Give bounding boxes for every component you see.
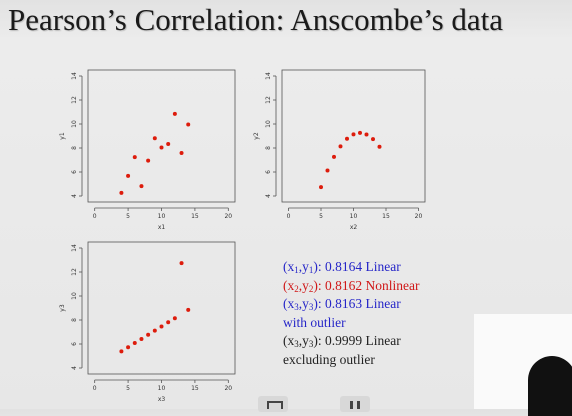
y-tick-label: 6 xyxy=(71,342,78,346)
y-tick-label: 8 xyxy=(71,318,78,322)
data-point xyxy=(338,144,343,149)
data-point xyxy=(377,144,382,149)
data-point xyxy=(146,332,151,337)
data-point xyxy=(119,349,124,354)
y-tick-label: 6 xyxy=(265,170,272,174)
data-point xyxy=(332,154,336,159)
x-tick-label: 15 xyxy=(191,385,199,392)
y-axis-label: y3 xyxy=(59,304,66,312)
data-point xyxy=(126,173,131,178)
data-point xyxy=(179,261,184,266)
x-tick-label: 0 xyxy=(93,213,97,220)
y-axis-label: y2 xyxy=(253,132,260,140)
data-point xyxy=(172,316,177,321)
legend-line-5: (x3,y3): 0.9999 Linear xyxy=(283,333,401,349)
data-point xyxy=(132,155,137,160)
x-tick-label: 20 xyxy=(224,385,232,392)
scatter-plot-3-svg: 0 5 10 15 20 4 6 8 10 12 14 x3 y3 xyxy=(59,241,236,403)
x-tick-label: 10 xyxy=(350,213,358,220)
plot-frame xyxy=(87,69,236,203)
correlation-legend: (x1,y1): 0.8164 Linear (x2,y2): 0.8162 N… xyxy=(283,258,468,369)
x-tick-label: 0 xyxy=(93,385,97,392)
scatter-plot-3: 0 5 10 15 20 4 6 8 10 12 14 x3 y3 xyxy=(58,236,243,408)
y-tick-label: 8 xyxy=(265,146,272,150)
data-point xyxy=(126,345,131,350)
data-point xyxy=(152,328,157,333)
y-tick-label: 14 xyxy=(71,72,78,80)
scatter-plot-1-svg: 0 5 10 15 20 4 6 8 10 12 14 x1 y1 xyxy=(59,69,236,231)
legend-line-4: with outlier xyxy=(283,314,346,330)
data-point xyxy=(371,137,375,142)
y-tick-label: 14 xyxy=(265,72,272,80)
y-axis-label: y1 xyxy=(59,132,66,140)
data-point xyxy=(159,145,164,150)
plot-frame xyxy=(87,241,236,375)
x-tick-label: 15 xyxy=(382,213,390,220)
control-icon xyxy=(267,401,283,409)
y-tick-label: 12 xyxy=(71,268,78,276)
y-tick-label: 14 xyxy=(71,244,78,252)
legend-line-6: excluding outlier xyxy=(283,351,375,367)
y-tick-label: 4 xyxy=(71,366,78,370)
pause-icon-bar-right xyxy=(357,401,360,409)
x-tick-label: 5 xyxy=(126,213,130,220)
data-point xyxy=(179,151,184,156)
scatter-plot-2: 0 5 10 15 20 4 6 8 10 12 14 x2 y2 xyxy=(252,64,437,244)
data-point xyxy=(139,184,144,189)
y-tick-label: 10 xyxy=(71,292,78,300)
data-point xyxy=(186,122,191,127)
data-point xyxy=(345,136,349,141)
x-tick-label: 5 xyxy=(126,385,130,392)
data-point xyxy=(139,336,144,341)
y-tick-label: 12 xyxy=(71,96,78,104)
pause-button[interactable] xyxy=(340,396,370,412)
plot-frame xyxy=(281,69,426,203)
data-point xyxy=(358,130,362,135)
data-point xyxy=(186,307,191,312)
y-tick-label: 4 xyxy=(265,194,272,198)
slide-title: Pearson’s Correlation: Anscombe’s data xyxy=(8,2,504,37)
data-point xyxy=(166,142,171,147)
x-tick-label: 20 xyxy=(415,213,423,220)
data-point xyxy=(166,320,171,325)
data-point xyxy=(325,168,330,173)
x-tick-label: 10 xyxy=(158,385,166,392)
data-point xyxy=(172,111,177,116)
data-point xyxy=(364,132,369,137)
x-axis-label: x1 xyxy=(158,224,166,231)
x-tick-label: 20 xyxy=(224,213,232,220)
legend-line-2: (x2,y2): 0.8162 Nonlinear xyxy=(283,277,420,294)
x-tick-label: 0 xyxy=(287,213,291,220)
pause-icon-bar-left xyxy=(350,401,353,409)
presenter-silhouette xyxy=(528,356,572,416)
data-point xyxy=(159,324,164,329)
x-axis-label: x3 xyxy=(158,396,166,403)
x-axis-label: x2 xyxy=(350,224,358,231)
y-tick-label: 6 xyxy=(71,170,78,174)
y-tick-label: 8 xyxy=(71,146,78,150)
scatter-plot-2-svg: 0 5 10 15 20 4 6 8 10 12 14 x2 y2 xyxy=(253,69,426,231)
legend-line-3: (x3,y3): 0.8163 Linear xyxy=(283,296,401,312)
y-tick-label: 10 xyxy=(265,120,272,128)
data-point xyxy=(146,158,151,163)
data-point xyxy=(119,190,124,195)
data-point xyxy=(319,185,323,190)
x-tick-label: 10 xyxy=(158,213,166,220)
y-tick-label: 4 xyxy=(71,194,78,198)
x-tick-label: 15 xyxy=(191,213,199,220)
y-tick-label: 12 xyxy=(265,96,272,104)
player-control-left-button[interactable] xyxy=(258,396,288,412)
y-tick-label: 10 xyxy=(71,120,78,128)
x-tick-label: 5 xyxy=(319,213,323,220)
data-point xyxy=(152,136,157,141)
data-point xyxy=(132,341,137,346)
data-point xyxy=(351,132,356,137)
scatter-plot-1: 0 5 10 15 20 4 6 8 10 12 14 x1 y1 xyxy=(58,64,243,244)
legend-line-1: (x1,y1): 0.8164 Linear xyxy=(283,259,401,275)
